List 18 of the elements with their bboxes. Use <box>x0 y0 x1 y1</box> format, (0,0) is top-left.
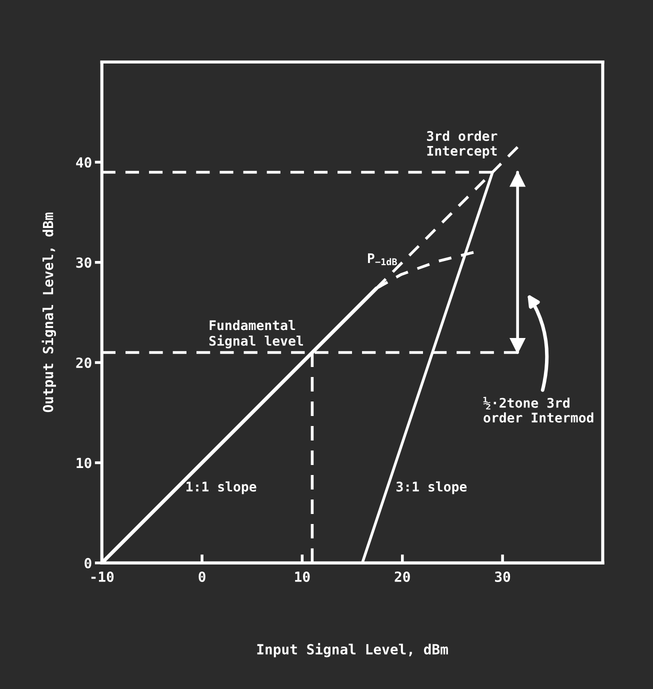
series-label: 1:1 slope <box>186 481 256 494</box>
y-axis-title: Output Signal Level, dBm <box>42 212 56 412</box>
x-axis-title: Input Signal Level, dBm <box>257 643 448 658</box>
x-tick-label: 20 <box>394 571 410 582</box>
y-tick-label: 40 <box>76 157 92 168</box>
x-tick-label: 30 <box>495 571 510 582</box>
annotation: Fundamental Signal level <box>209 320 303 348</box>
x-tick-label: 0 <box>198 571 206 582</box>
annotation: P$_{−1dB}$ <box>368 253 397 266</box>
y-tick-label: 10 <box>76 458 92 468</box>
y-tick-label: 30 <box>76 257 92 268</box>
annotation: 3rd order Intercept <box>427 130 498 158</box>
y-tick-label: 0 <box>84 558 92 568</box>
x-tick-label: 10 <box>295 571 310 582</box>
annotation: ½·2tone 3rd order Intermod <box>483 396 594 423</box>
x-tick-label: -10 <box>91 571 114 582</box>
y-tick-label: 20 <box>76 358 92 368</box>
series-label: 3:1 slope <box>396 481 467 494</box>
